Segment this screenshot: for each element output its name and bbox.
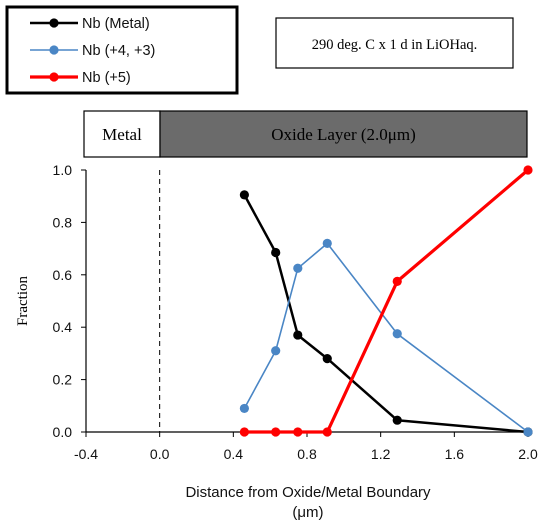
data-point [322, 354, 332, 364]
plot-area: 0.00.20.40.60.81.0-0.4 0.0 0.4 0.8 1.2 1.6 2.0 [53, 162, 538, 462]
data-point [293, 263, 303, 273]
region-bar: Metal Oxide Layer (2.0μm) [83, 110, 528, 158]
metal-label: Metal [102, 125, 142, 144]
data-point [293, 427, 303, 437]
data-point [322, 238, 332, 248]
x-tick-label: 1.6 [445, 446, 465, 462]
legend-marker [49, 72, 59, 82]
data-point [271, 427, 281, 437]
x-tick-label: 0.4 [224, 446, 244, 462]
x-axis-unit: (μm) [292, 504, 323, 521]
legend-label: Nb (+5) [82, 70, 131, 86]
legend-marker [49, 45, 59, 55]
data-point [392, 276, 402, 286]
data-point [293, 330, 303, 340]
condition-box: 290 deg. C x 1 d in LiOHaq. [275, 17, 514, 69]
data-point [523, 427, 533, 437]
x-axis-title: Distance from Oxide/Metal Boundary [185, 484, 431, 501]
x-tick-label: 0.0 [150, 446, 170, 462]
x-tick-label: 2.0 [518, 446, 538, 462]
series-line [244, 168, 530, 434]
data-point [239, 427, 249, 437]
series-line [243, 194, 529, 434]
y-tick-label: 0.2 [53, 372, 73, 388]
y-tick-label: 0.8 [53, 214, 73, 230]
y-tick-label: 0.4 [53, 319, 73, 335]
y-tick-label: 0.0 [53, 424, 73, 440]
oxide-region [159, 110, 528, 158]
oxide-label: Oxide Layer (2.0μm) [271, 125, 416, 144]
metal-region [83, 110, 161, 158]
data-point [392, 415, 402, 425]
legend-label: Nb (Metal) [82, 16, 150, 32]
data-point [523, 165, 533, 175]
legend-marker [49, 18, 59, 28]
y-tick-label: 0.6 [53, 267, 73, 283]
condition-frame [275, 17, 514, 69]
legend-label: Nb (+4, +3) [82, 43, 155, 59]
legend: Nb (Metal) Nb (+4, +3) Nb (+5) [5, 5, 239, 95]
data-point [271, 247, 281, 258]
x-tick-label: 0.8 [297, 446, 317, 462]
data-point [239, 190, 249, 200]
y-axis-title: Fraction [15, 276, 31, 326]
series-line [243, 242, 529, 433]
y-tick-label: 1.0 [53, 162, 73, 178]
data-point [239, 403, 249, 414]
series-1 [239, 190, 533, 437]
x-tick-label: -0.4 [74, 446, 98, 462]
x-tick-label: 1.2 [371, 446, 391, 462]
data-point [271, 346, 281, 356]
series-2 [239, 238, 533, 437]
data-point [392, 329, 402, 339]
data-point [322, 427, 332, 437]
condition-label: 290 deg. C x 1 d in LiOHaq. [312, 37, 478, 53]
series-3 [239, 165, 533, 437]
